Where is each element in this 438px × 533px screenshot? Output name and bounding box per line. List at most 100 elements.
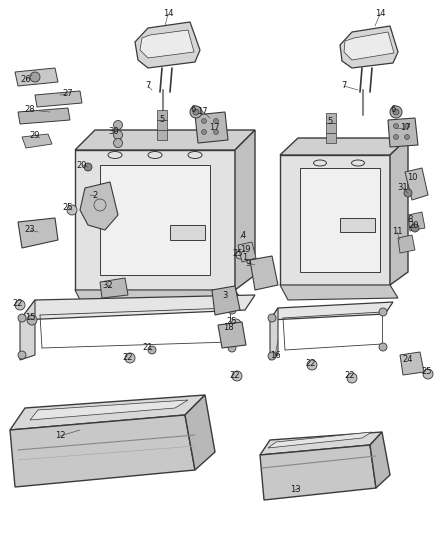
Text: 20: 20 <box>409 221 419 230</box>
Polygon shape <box>10 395 205 430</box>
Text: 25: 25 <box>233 248 243 257</box>
Text: 22: 22 <box>123 352 133 361</box>
Text: 25: 25 <box>63 203 73 212</box>
Circle shape <box>113 120 123 130</box>
Circle shape <box>15 300 25 310</box>
Text: 23: 23 <box>25 225 35 235</box>
Circle shape <box>213 118 219 124</box>
Polygon shape <box>157 130 167 140</box>
Polygon shape <box>238 242 256 262</box>
Text: 5: 5 <box>327 117 332 126</box>
Polygon shape <box>270 308 278 360</box>
Text: 2: 2 <box>92 191 98 200</box>
Polygon shape <box>15 68 58 86</box>
Text: 8: 8 <box>407 215 413 224</box>
Circle shape <box>201 118 206 124</box>
Text: 14: 14 <box>375 10 385 19</box>
Circle shape <box>113 139 123 148</box>
Polygon shape <box>80 182 118 230</box>
Circle shape <box>405 134 410 140</box>
Polygon shape <box>195 112 228 143</box>
Text: 21: 21 <box>143 343 153 352</box>
Text: 7: 7 <box>341 82 347 91</box>
Polygon shape <box>268 432 372 448</box>
Polygon shape <box>326 133 336 143</box>
Circle shape <box>307 360 317 370</box>
Polygon shape <box>212 286 240 315</box>
Polygon shape <box>280 285 398 300</box>
Circle shape <box>84 163 92 171</box>
Polygon shape <box>157 110 167 120</box>
Polygon shape <box>140 30 194 58</box>
Polygon shape <box>326 113 336 123</box>
Text: 28: 28 <box>25 106 35 115</box>
Text: 6: 6 <box>191 104 196 114</box>
Circle shape <box>231 319 241 329</box>
Circle shape <box>411 224 419 232</box>
Circle shape <box>113 131 123 140</box>
Polygon shape <box>280 155 390 285</box>
Polygon shape <box>405 168 428 200</box>
Polygon shape <box>370 432 390 488</box>
Polygon shape <box>18 108 70 124</box>
Circle shape <box>30 72 40 82</box>
Circle shape <box>190 106 202 118</box>
Text: 17: 17 <box>197 107 207 116</box>
Circle shape <box>232 371 242 381</box>
Text: 25: 25 <box>227 318 237 327</box>
Polygon shape <box>135 22 200 68</box>
Polygon shape <box>390 138 408 285</box>
Polygon shape <box>326 123 336 133</box>
Circle shape <box>67 205 77 215</box>
Polygon shape <box>270 302 393 320</box>
Polygon shape <box>388 118 418 147</box>
Text: 22: 22 <box>306 359 316 368</box>
Circle shape <box>18 314 26 322</box>
Polygon shape <box>75 130 255 150</box>
Text: 26: 26 <box>21 76 31 85</box>
Circle shape <box>125 353 135 363</box>
Text: 22: 22 <box>230 370 240 379</box>
Text: 19: 19 <box>240 246 250 254</box>
Text: 7: 7 <box>145 82 151 91</box>
Text: 14: 14 <box>163 10 173 19</box>
Text: 16: 16 <box>270 351 280 360</box>
Text: 15: 15 <box>25 313 35 322</box>
Circle shape <box>193 109 199 115</box>
Circle shape <box>213 130 219 134</box>
Circle shape <box>393 134 399 140</box>
Circle shape <box>148 346 156 354</box>
Text: 11: 11 <box>392 228 402 237</box>
Circle shape <box>390 106 402 118</box>
Circle shape <box>268 314 276 322</box>
Circle shape <box>404 189 412 197</box>
Polygon shape <box>157 120 167 130</box>
Text: 32: 32 <box>102 280 113 289</box>
Circle shape <box>393 109 399 115</box>
Polygon shape <box>100 278 128 298</box>
Text: 1: 1 <box>242 254 247 262</box>
Circle shape <box>347 373 357 383</box>
Text: 3: 3 <box>223 292 228 301</box>
Text: 27: 27 <box>63 90 73 99</box>
Polygon shape <box>408 212 425 231</box>
Text: 30: 30 <box>109 126 119 135</box>
Polygon shape <box>300 168 380 272</box>
Text: 6: 6 <box>390 104 396 114</box>
Polygon shape <box>75 290 245 310</box>
Text: 29: 29 <box>30 131 40 140</box>
Circle shape <box>393 124 399 128</box>
Polygon shape <box>260 432 382 455</box>
Polygon shape <box>280 138 408 155</box>
Circle shape <box>379 308 387 316</box>
Text: 25: 25 <box>422 367 432 376</box>
Polygon shape <box>344 32 394 60</box>
Circle shape <box>228 306 236 314</box>
Polygon shape <box>398 235 415 253</box>
Polygon shape <box>260 445 376 500</box>
Text: 13: 13 <box>290 486 300 495</box>
Circle shape <box>201 130 206 134</box>
Polygon shape <box>20 295 255 320</box>
Polygon shape <box>20 300 35 360</box>
Text: 18: 18 <box>223 324 233 333</box>
